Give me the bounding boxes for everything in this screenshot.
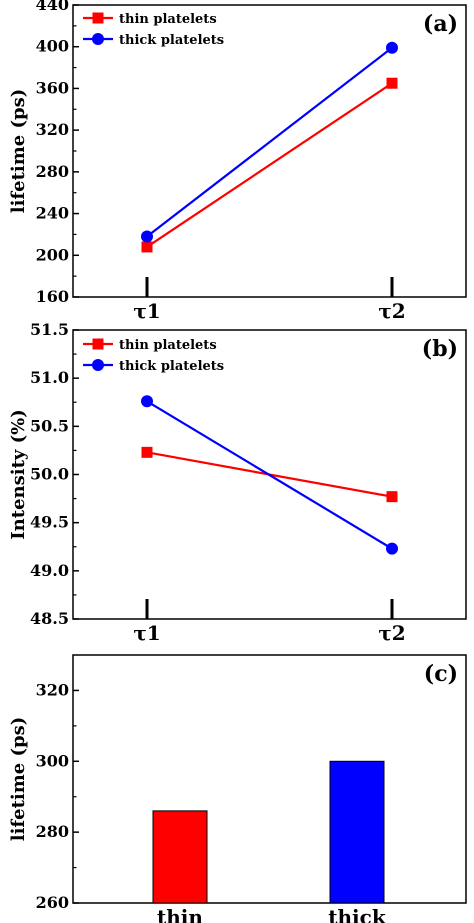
x-tick-label: τ2 [378, 621, 405, 645]
y-tick-label: 49.5 [30, 513, 69, 532]
y-tick-label: 300 [36, 751, 69, 770]
plot-frame [72, 4, 467, 298]
legend: thin platelets thick platelets [83, 12, 224, 48]
data-point-circle [141, 230, 153, 243]
data-point-square [386, 491, 398, 503]
x-tick-label: τ1 [133, 299, 160, 323]
y-tick-label: 50.0 [30, 465, 69, 484]
legend-label: thin platelets [119, 338, 217, 353]
x-tick-label: τ1 [133, 621, 160, 645]
panel-1: 160 200 240 280 320 360 400 440 lifetime (ps) τ1 τ… [8, 0, 467, 323]
panel-label: (a) [423, 11, 458, 37]
y-axis-label: lifetime (ps) [8, 717, 29, 842]
y-axis-label: Intensity (%) [8, 409, 29, 540]
y-tick-label: 50.5 [30, 416, 69, 435]
x-tick-label: τ2 [378, 299, 405, 323]
panel-label: (c) [424, 661, 458, 687]
series-line [146, 46, 393, 238]
x-tick-label: thick [328, 905, 387, 923]
data-point-circle [141, 395, 153, 408]
x-tick-label: thin [157, 905, 203, 923]
legend-label: thick platelets [119, 359, 224, 374]
y-tick-label: 200 [36, 245, 69, 264]
y-tick-label: 51.0 [30, 368, 69, 387]
data-point-square [141, 241, 153, 253]
y-tick-label: 160 [36, 287, 69, 306]
y-tick-label: 320 [36, 120, 69, 139]
y-tick-label: 260 [36, 893, 69, 912]
legend-marker-square [92, 12, 104, 24]
series-line [146, 400, 393, 550]
y-tick-label: 320 [36, 680, 69, 699]
y-tick-label: 49.0 [30, 561, 69, 580]
legend-marker-circle [92, 359, 104, 371]
panel-label: (b) [422, 336, 458, 362]
y-tick-label: 48.5 [30, 609, 69, 628]
bar [152, 810, 208, 904]
y-tick-label: 240 [36, 204, 69, 223]
legend-marker-square [92, 338, 104, 350]
bar [329, 760, 385, 904]
panel-2: 48.5 49.0 49.5 50.0 50.5 51.0 51.5 Intensity (%… [8, 320, 467, 645]
data-point-square [386, 77, 398, 89]
y-tick-label: 440 [36, 0, 69, 14]
legend: thin platelets thick platelets [83, 338, 224, 374]
series-line [146, 82, 393, 248]
y-tick-label: 280 [36, 162, 69, 181]
legend-marker-circle [92, 33, 104, 45]
data-point-circle [386, 41, 398, 54]
legend-label: thick platelets [119, 33, 224, 48]
legend-label: thin platelets [119, 12, 217, 27]
y-tick-label: 360 [36, 78, 69, 97]
y-tick-label: 400 [36, 37, 69, 56]
panel-3: 260 280 300 320 lifetime (ps) thin thick (c) [8, 654, 467, 923]
y-tick-label: 280 [36, 822, 69, 841]
y-tick-label: 51.5 [30, 320, 69, 339]
y-axis-label: lifetime (ps) [8, 89, 29, 214]
plot-frame [72, 654, 467, 904]
data-point-circle [386, 542, 398, 555]
data-point-square [141, 446, 153, 458]
